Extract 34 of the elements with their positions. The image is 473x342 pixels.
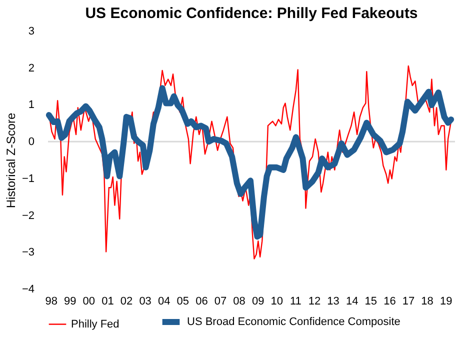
- x-tick-label: 07: [214, 296, 227, 308]
- x-tick-label: 05: [176, 296, 190, 308]
- y-axis-title: Historical Z-Score: [4, 112, 18, 208]
- x-tick-label: 16: [384, 296, 396, 308]
- legend-label: US Broad Economic Confidence Composite: [187, 316, 400, 328]
- x-tick-label: 03: [139, 296, 152, 308]
- y-tick-label: 3: [28, 26, 34, 38]
- y-tick-label: 0: [28, 136, 34, 148]
- x-tick-label: 15: [364, 296, 378, 308]
- y-tick-label: −1: [22, 172, 34, 185]
- x-tick-label: 10: [270, 296, 284, 308]
- y-tick-label: 2: [28, 62, 34, 74]
- x-tick-label: 08: [233, 296, 246, 308]
- x-tick-label: 02: [120, 296, 133, 308]
- x-tick-label: 14: [346, 296, 358, 308]
- legend-label: Philly Fed: [71, 318, 120, 330]
- chart-title: US Economic Confidence: Philly Fed Fakeouts: [85, 5, 418, 22]
- x-tick-label: 00: [82, 296, 96, 308]
- x-tick-label: 13: [327, 296, 340, 308]
- x-tick-label: 17: [402, 296, 415, 308]
- y-tick-label: −4: [22, 284, 34, 296]
- x-tick-label: 18: [421, 296, 434, 308]
- x-tick-label: 99: [64, 296, 76, 308]
- x-tick-label: 04: [158, 296, 170, 308]
- x-tick-label: 19: [440, 296, 452, 308]
- x-tick-label: 06: [196, 296, 208, 308]
- y-tick-label: −2: [22, 210, 34, 222]
- x-tick-label: 09: [252, 296, 264, 308]
- y-tick-label: −3: [22, 246, 34, 259]
- y-tick-label: 1: [28, 99, 34, 112]
- x-tick-label: 12: [308, 296, 321, 308]
- x-tick-label: 98: [45, 296, 58, 308]
- x-tick-label: 11: [290, 296, 302, 308]
- x-tick-label: 01: [102, 296, 114, 308]
